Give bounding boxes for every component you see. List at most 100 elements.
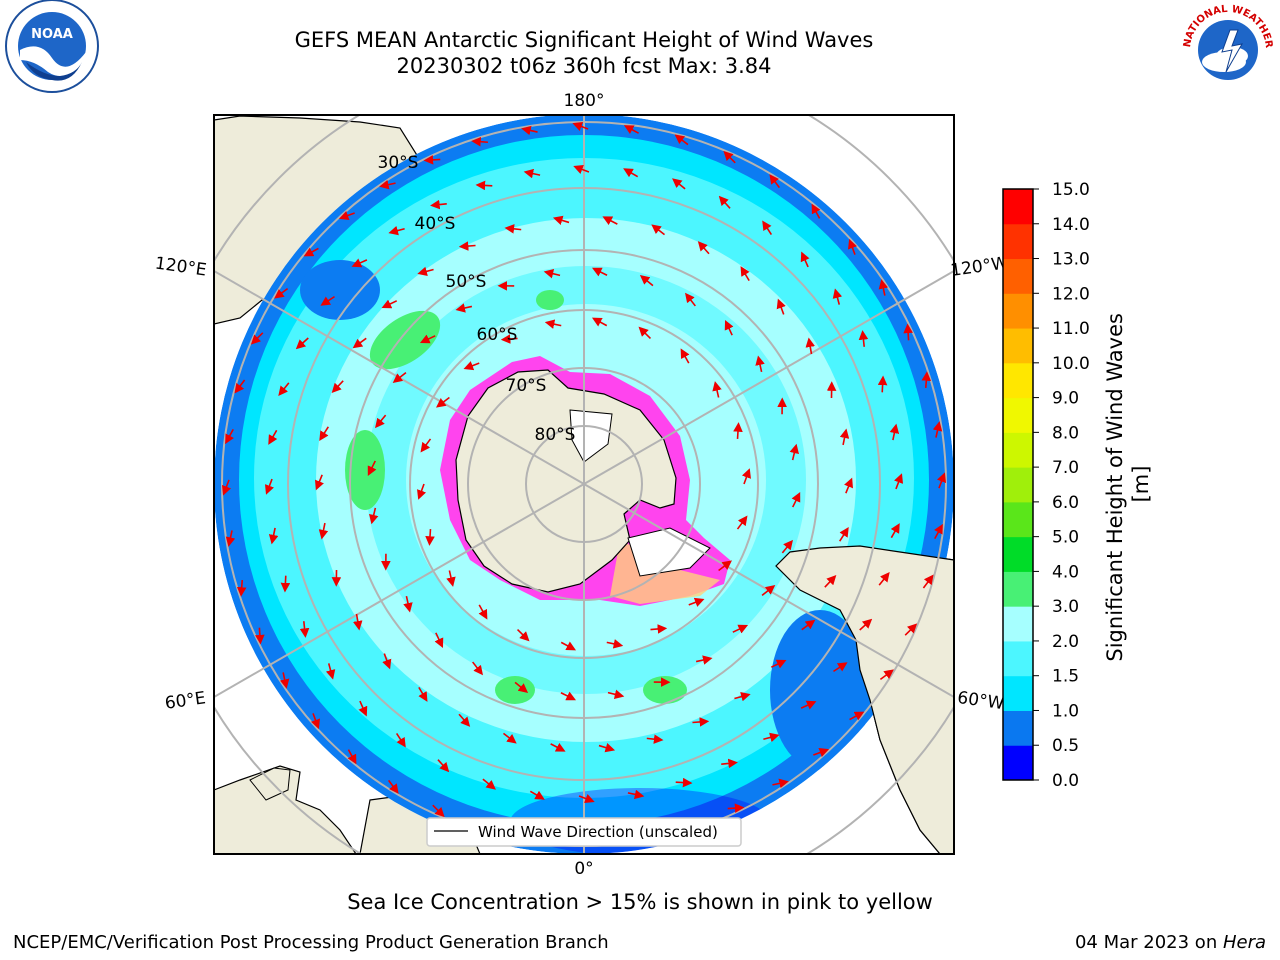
- wind-wave-arrow: [387, 779, 399, 794]
- colorbar-tick-label: 6.0: [1052, 493, 1079, 513]
- colorbar-segment: [1003, 640, 1033, 677]
- wind-wave-arrow: [331, 380, 344, 394]
- colorbar-segment: [1003, 189, 1033, 225]
- wind-wave-arrow: [769, 174, 781, 189]
- wind-wave-arrow: [420, 438, 432, 453]
- wind-wave-arrow: [379, 179, 396, 190]
- wind-wave-arrow: [543, 269, 561, 279]
- colorbar-tick-label: 7.0: [1052, 458, 1079, 478]
- wind-wave-arrow: [781, 539, 793, 554]
- wind-wave-arrow: [338, 211, 355, 221]
- wind-wave-arrow: [922, 574, 934, 589]
- wind-wave-arrow: [504, 224, 522, 234]
- wind-wave-arrow: [250, 332, 264, 345]
- colorbar-segment: [1003, 397, 1033, 433]
- africa-land: [214, 765, 357, 854]
- wind-wave-arrow: [388, 225, 405, 236]
- wind-wave-arrow: [770, 659, 787, 669]
- wind-wave-arrow: [353, 613, 363, 631]
- sea-ice-note: Sea Ice Concentration > 15% is shown in …: [347, 890, 933, 914]
- wind-wave-arrow: [225, 429, 234, 445]
- wind-wave-arrow: [382, 653, 392, 670]
- colorbar-segment: [1003, 293, 1033, 329]
- wind-wave-arrow: [347, 749, 357, 765]
- colorbar: 0.0 0.5 1.0 1.5 2.0 3.0 4.0 5.0 6.0 7.0 8.0 9.0 10.0…: [1002, 180, 1090, 791]
- wind-wave-arrow: [718, 195, 731, 209]
- wind-wave-arrow: [311, 713, 321, 730]
- colorbar-tick-label: 11.0: [1052, 319, 1090, 339]
- wind-wave-arrow: [934, 523, 943, 539]
- wind-wave-arrow: [446, 570, 456, 587]
- lat-label-60s: 60°S: [477, 325, 518, 345]
- wind-wave-arrow: [801, 619, 816, 631]
- wind-wave-arrow: [417, 266, 434, 276]
- wind-wave-arrow: [458, 713, 471, 727]
- lat-label-50s: 50°S: [446, 272, 487, 292]
- wind-wave-arrow: [889, 423, 900, 441]
- colorbar-tick-label: 8.0: [1052, 423, 1079, 443]
- wind-wave-arrow: [904, 623, 918, 636]
- wind-wave-arrow: [417, 483, 427, 500]
- arrow-legend: Wind Wave Direction (unscaled): [426, 817, 742, 847]
- wind-wave-arrow: [234, 379, 246, 394]
- wind-wave-arrow: [529, 790, 545, 800]
- wind-wave-arrow: [937, 472, 947, 489]
- wind-wave-arrow: [733, 422, 743, 439]
- wind-wave-arrow: [878, 279, 889, 296]
- wind-wave-arrow: [318, 522, 329, 540]
- wind-wave-arrow: [221, 479, 231, 496]
- wind-wave-arrow: [894, 473, 904, 490]
- wind-wave-arrow: [514, 681, 529, 693]
- wind-wave-arrow: [723, 150, 736, 164]
- wind-wave-arrow: [482, 778, 496, 790]
- wind-wave-arrow: [675, 777, 693, 788]
- wind-wave-arrow: [718, 560, 732, 572]
- wind-wave-arrow: [367, 460, 377, 477]
- lon-label-120e: 120°E: [154, 254, 208, 281]
- wind-wave-arrow: [351, 258, 368, 268]
- lat-label-80s: 80°S: [535, 425, 576, 445]
- colorbar-tick-label: 10.0: [1052, 354, 1090, 374]
- wind-wave-arrow: [688, 597, 705, 607]
- wind-wave-arrow: [295, 337, 309, 350]
- colorbar-tick-label: 0.0: [1052, 771, 1079, 791]
- wind-wave-arrow: [921, 371, 932, 389]
- wind-wave-arrow: [392, 372, 407, 383]
- wind-wave-arrow: [325, 663, 336, 680]
- wind-wave-arrow: [811, 203, 821, 219]
- footer-date: 04 Mar 2023 on Hera: [1075, 932, 1266, 953]
- wind-wave-arrow: [279, 672, 290, 689]
- wind-wave-arrow: [732, 624, 749, 634]
- colorbar-tick-label: 3.0: [1052, 597, 1079, 617]
- wind-wave-arrow: [800, 700, 817, 710]
- wind-wave-arrow: [755, 355, 765, 373]
- wind-wave-arrow: [772, 778, 789, 789]
- ross-ice-shelf: [569, 409, 613, 463]
- colorbar-segment: [1003, 536, 1033, 572]
- wind-wave-arrow: [776, 298, 786, 315]
- colorbar-segment: [1003, 328, 1033, 364]
- wind-wave-arrow: [877, 375, 888, 393]
- wind-wave-arrow: [319, 426, 329, 441]
- wind-wave-arrow: [602, 216, 618, 226]
- wind-wave-arrow: [572, 121, 589, 131]
- wind-wave-arrow: [674, 134, 689, 146]
- wind-wave-arrow: [352, 337, 367, 349]
- wind-wave-arrow: [436, 396, 450, 408]
- wind-wave-arrow: [763, 732, 780, 743]
- colorbar-tick-label: 1.0: [1052, 701, 1079, 721]
- wind-wave-arrow: [762, 220, 773, 235]
- wind-wave-arrow: [455, 303, 473, 313]
- wind-wave-arrow: [425, 529, 435, 546]
- wind-wave-arrow: [712, 381, 722, 398]
- wind-wave-arrow: [727, 803, 745, 813]
- wind-wave-arrow: [315, 474, 324, 491]
- wind-wave-arrow: [573, 164, 590, 174]
- wind-wave-arrow: [878, 572, 890, 586]
- wind-wave-arrow: [844, 477, 853, 494]
- wind-wave-arrow: [274, 287, 289, 299]
- wind-wave-arrow: [560, 691, 577, 701]
- wind-wave-arrow: [423, 155, 441, 165]
- wind-wave-arrow: [381, 299, 398, 309]
